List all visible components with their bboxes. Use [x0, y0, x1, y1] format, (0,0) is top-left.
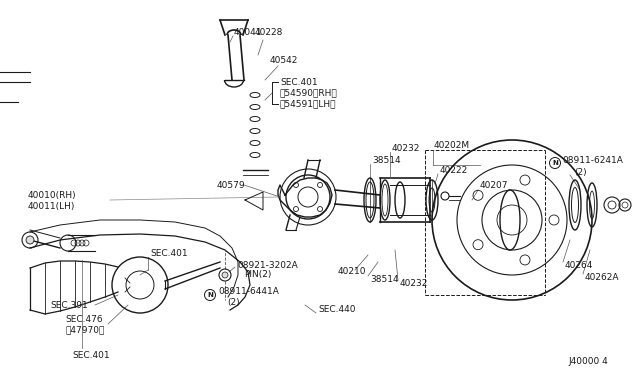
- Text: SEC.391: SEC.391: [50, 301, 88, 310]
- Text: SEC.476: SEC.476: [65, 315, 102, 324]
- Text: 40579: 40579: [217, 180, 246, 189]
- Text: N: N: [552, 160, 558, 166]
- Text: SEC.401: SEC.401: [280, 77, 317, 87]
- Circle shape: [222, 272, 228, 278]
- Text: 〈54590〈RH〉: 〈54590〈RH〉: [280, 89, 338, 97]
- Text: SEC.401: SEC.401: [150, 248, 188, 257]
- Text: 40011(LH): 40011(LH): [28, 202, 76, 211]
- Text: 40041: 40041: [234, 28, 262, 36]
- Text: 40222: 40222: [440, 166, 468, 174]
- Text: 40202M: 40202M: [434, 141, 470, 150]
- Text: 40207: 40207: [480, 180, 509, 189]
- Text: 40228: 40228: [255, 28, 284, 36]
- Text: 40232: 40232: [400, 279, 428, 289]
- Text: (2): (2): [227, 298, 239, 308]
- Text: (2): (2): [574, 167, 587, 176]
- Text: 08911-6441A: 08911-6441A: [218, 288, 279, 296]
- Circle shape: [26, 236, 34, 244]
- Text: 40264: 40264: [565, 260, 593, 269]
- Text: N: N: [207, 292, 213, 298]
- Text: SEC.440: SEC.440: [318, 305, 355, 314]
- Text: 38514: 38514: [370, 276, 399, 285]
- Text: 40010(RH): 40010(RH): [28, 190, 77, 199]
- Text: 08921-3202A: 08921-3202A: [237, 260, 298, 269]
- Text: 38514: 38514: [372, 155, 401, 164]
- Text: SEC.401: SEC.401: [72, 350, 109, 359]
- Text: 〈54591〈LH〉: 〈54591〈LH〉: [280, 99, 337, 109]
- Text: 08911-6241A: 08911-6241A: [562, 155, 623, 164]
- Text: 40262A: 40262A: [585, 273, 620, 282]
- Text: 40210: 40210: [338, 267, 367, 276]
- Text: J40000 4: J40000 4: [568, 357, 608, 366]
- Text: PIN(2): PIN(2): [244, 270, 271, 279]
- Text: 〈47970〉: 〈47970〉: [65, 326, 104, 334]
- Text: 40232: 40232: [392, 144, 420, 153]
- Text: 40542: 40542: [270, 55, 298, 64]
